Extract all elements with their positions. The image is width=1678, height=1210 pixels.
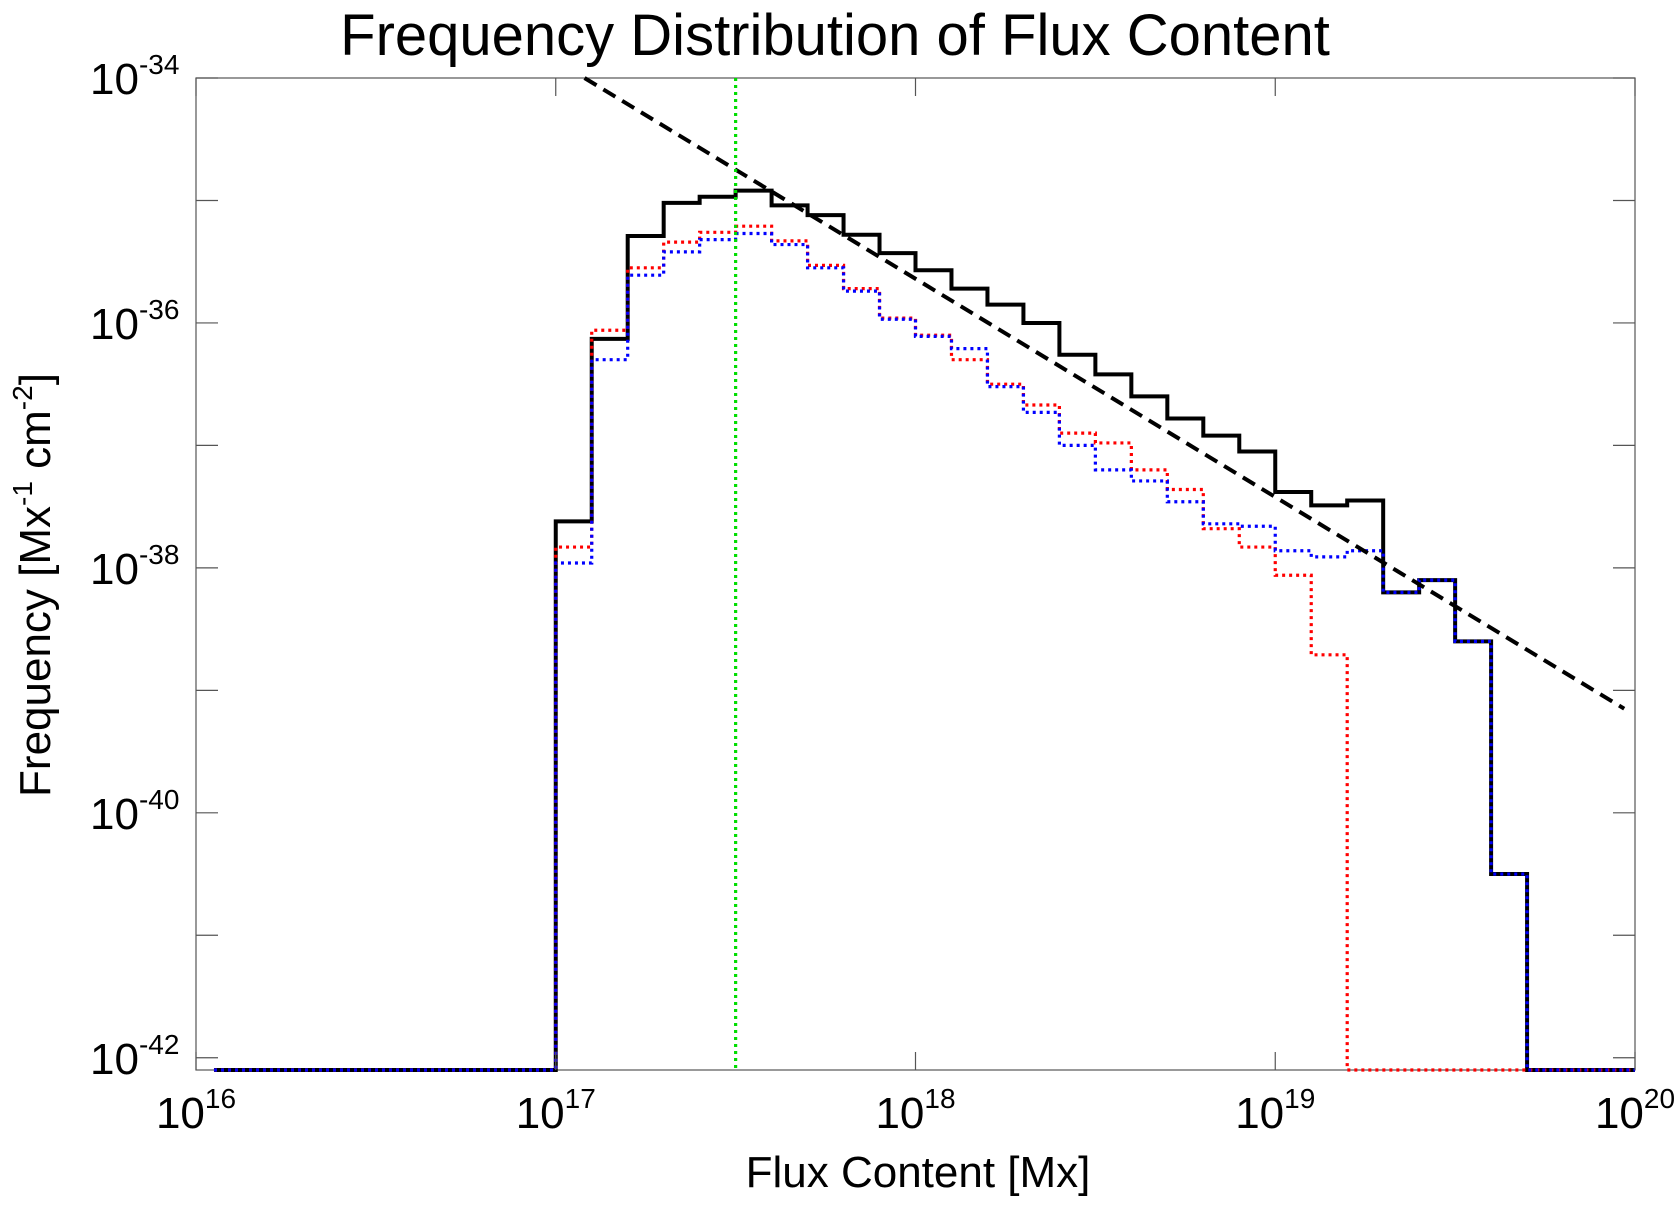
y-axis-label: Frequency [Mx-1 cm-2] [7, 373, 60, 797]
plot-area [195, 77, 1636, 1071]
y-axis-label-sup1: -1 [7, 481, 38, 506]
x-tick-label-4: 1020 [1595, 1083, 1675, 1138]
chart-title: Frequency Distribution of Flux Content [340, 3, 1330, 68]
ticks-layer: 1016 1017 1018 1019 1020 10-34 10-36 10-38 10-40… [90, 49, 1675, 1138]
plot-frame [195, 77, 1636, 1071]
y-axis-label-sup2: -2 [7, 385, 38, 410]
x-tick-label-1: 1017 [516, 1083, 596, 1138]
x-tick-label-0: 1016 [156, 1083, 236, 1138]
series-1-line [213, 224, 1635, 1072]
y-axis-label-prefix: Frequency [Mx [11, 506, 60, 797]
y-tick-label-0: 10-34 [90, 49, 179, 104]
y-tick-label-1: 10-36 [90, 294, 179, 349]
x-tick-label-2: 1018 [875, 1083, 955, 1138]
y-tick-label-4: 10-42 [90, 1029, 179, 1084]
series-layer [213, 188, 1635, 1072]
y-axis-label-mid: cm [11, 410, 60, 481]
reference-line-0-powerlaw_fit [583, 76, 1626, 711]
series-0-line [213, 188, 1635, 1072]
reference-lines-layer [583, 76, 1626, 1070]
y-axis-label-suffix: ] [11, 373, 60, 385]
x-tick-label-3: 1019 [1235, 1083, 1315, 1138]
x-axis-label: Flux Content [Mx] [746, 1148, 1091, 1197]
y-tick-label-2: 10-38 [90, 539, 179, 594]
y-tick-label-3: 10-40 [90, 784, 179, 839]
series-2-line [213, 231, 1635, 1072]
